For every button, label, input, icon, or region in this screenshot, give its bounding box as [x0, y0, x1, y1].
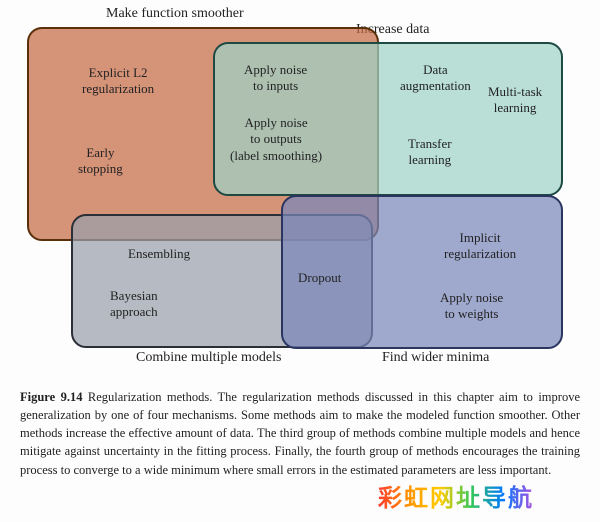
label-noise-outputs: Apply noise to outputs (label smoothing)	[230, 115, 322, 164]
figure-caption: Figure 9.14 Regularization methods. The …	[20, 388, 580, 479]
label-noise-weights: Apply noise to weights	[440, 290, 503, 323]
caption-title: Regularization methods.	[82, 390, 217, 404]
label-noise-inputs: Apply noise to inputs	[244, 62, 307, 95]
label-transfer: Transfer learning	[408, 136, 452, 169]
label-explicit-l2: Explicit L2 regularization	[82, 65, 154, 98]
label-early-stop: Early stopping	[78, 145, 123, 178]
boxes-svg	[0, 0, 600, 380]
label-implicit: Implicit regularization	[444, 230, 516, 263]
label-ensembling: Ensembling	[128, 246, 190, 262]
caption-lead: Figure 9.14	[20, 390, 82, 404]
label-multi-task: Multi-task learning	[488, 84, 542, 117]
label-bayesian: Bayesian approach	[110, 288, 158, 321]
label-data-aug: Data augmentation	[400, 62, 471, 95]
label-dropout: Dropout	[298, 270, 341, 286]
venn-diagram: Make function smoother Increase data Com…	[0, 0, 600, 380]
watermark-text: 彩虹网址导航	[378, 478, 534, 513]
